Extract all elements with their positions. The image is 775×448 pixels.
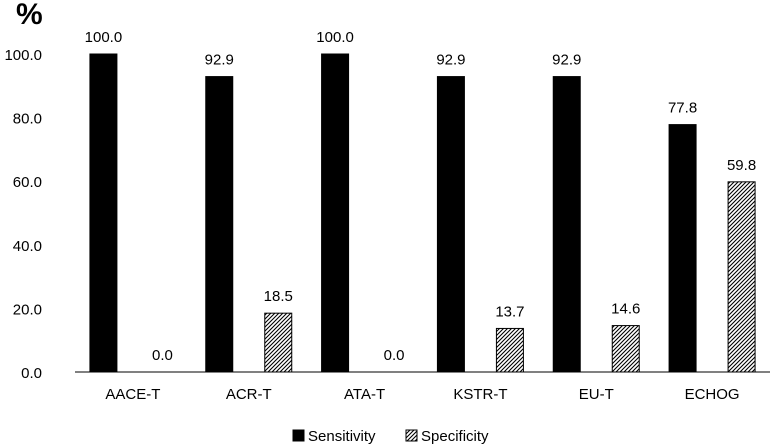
y-tick-label: 40.0: [13, 238, 42, 255]
y-tick-label: 0.0: [21, 365, 42, 382]
specificity-value-label: 18.5: [264, 288, 293, 305]
sensitivity-bar-eu-t: [552, 76, 581, 373]
sensitivity-value-label: 92.9: [552, 52, 581, 69]
sensitivity-bar-kstr-t: [436, 76, 465, 373]
specificity-legend-swatch: [405, 429, 418, 442]
y-tick-label: 100.0: [4, 47, 42, 64]
specificity-value-label: 13.7: [495, 303, 524, 320]
sensitivity-bar-aace-t: [89, 53, 118, 373]
sensitivity-bar-ata-t: [321, 53, 350, 373]
sensitivity-value-label: 100.0: [316, 29, 354, 46]
y-axis-unit-label: %: [16, 0, 43, 31]
x-axis: AACE-T ACR-T ATA-T KSTR-T EU-T ECHOG: [75, 371, 770, 403]
x-tick-label: ECHOG: [685, 386, 740, 403]
x-tick-label: AACE-T: [105, 386, 160, 403]
sensitivity-value-label: 92.9: [205, 52, 234, 69]
bars-group: 100.0 0.0 92.9 18.5 100.0 0.0 92.9 13.7 92.9 14.6…: [85, 29, 756, 373]
x-tick-label: ATA-T: [344, 386, 385, 403]
y-tick-label: 80.0: [13, 111, 42, 128]
specificity-value-label: 14.6: [611, 301, 640, 318]
sensitivity-bar-echog: [668, 124, 697, 373]
y-tick-label: 20.0: [13, 301, 42, 318]
specificity-bar-kstr-t: [495, 327, 524, 373]
sensitivity-value-label: 77.8: [668, 100, 697, 117]
sensitivity-value-label: 92.9: [436, 52, 465, 69]
sensitivity-value-label: 100.0: [85, 29, 123, 46]
specificity-legend-label: Specificity: [421, 428, 489, 445]
specificity-bar-eu-t: [611, 325, 640, 373]
specificity-bar-echog: [727, 181, 756, 373]
sensitivity-bar-acr-t: [205, 76, 234, 373]
specificity-bar-acr-t: [264, 312, 293, 373]
specificity-value-label: 0.0: [384, 347, 405, 364]
y-axis: 0.0 20.0 40.0 60.0 80.0 100.0: [4, 47, 42, 382]
specificity-value-label: 59.8: [727, 157, 756, 174]
x-tick-label: ACR-T: [226, 386, 272, 403]
x-tick-label: EU-T: [579, 386, 614, 403]
specificity-value-label: 0.0: [152, 347, 173, 364]
y-tick-label: 60.0: [13, 174, 42, 191]
x-tick-label: KSTR-T: [453, 386, 507, 403]
legend: Sensitivity Specificity: [292, 428, 489, 445]
sensitivity-legend-label: Sensitivity: [308, 428, 376, 445]
sensitivity-legend-swatch: [292, 429, 305, 442]
